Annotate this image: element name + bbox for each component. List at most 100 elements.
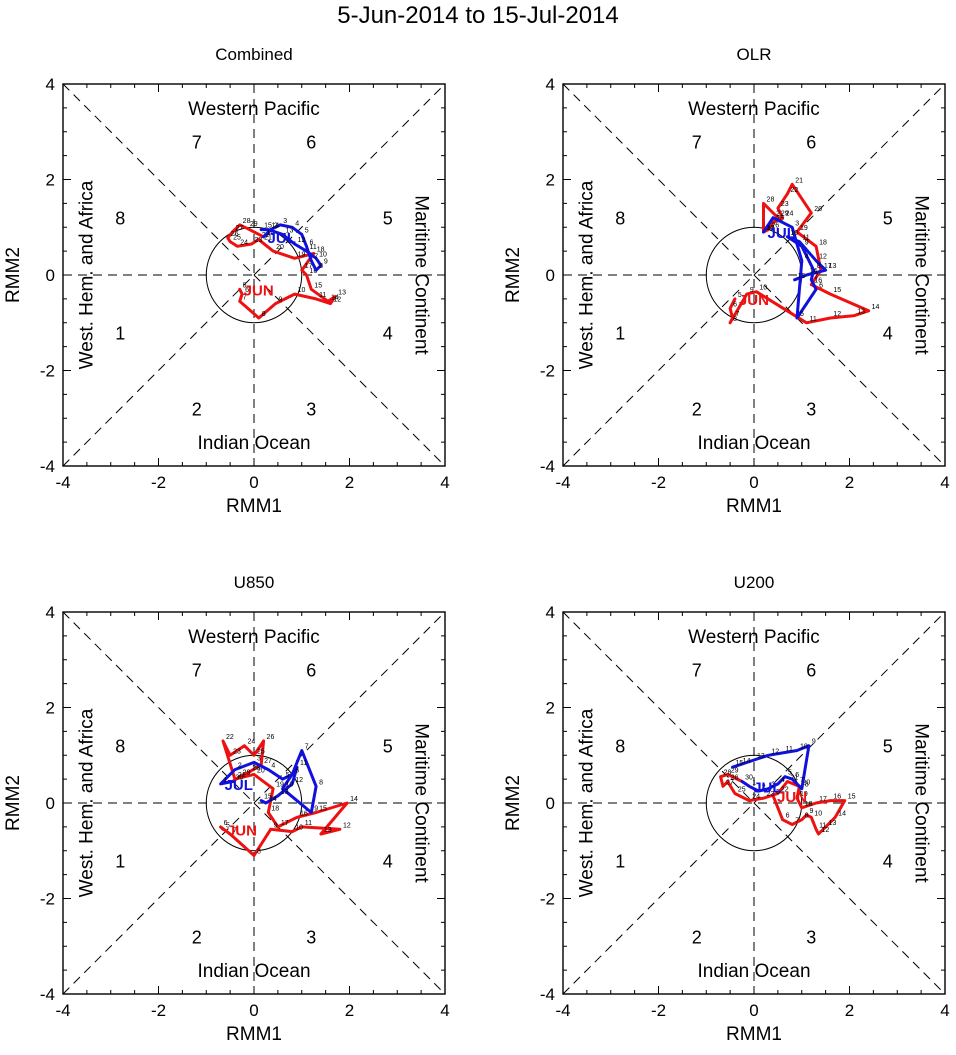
phase-number-6: 6 bbox=[806, 660, 816, 680]
day-label: 8 bbox=[817, 263, 821, 270]
day-label: 13 bbox=[286, 227, 294, 234]
day-label: 3 bbox=[283, 218, 287, 225]
day-label: 16 bbox=[310, 268, 318, 275]
day-label: 18 bbox=[819, 239, 827, 246]
day-label: 23 bbox=[767, 791, 775, 798]
day-label: 13 bbox=[829, 820, 837, 827]
trajectory-june: 5678910111213141516171819202122232425262… bbox=[226, 218, 346, 320]
day-label: 4 bbox=[271, 763, 275, 770]
day-label: 5 bbox=[788, 770, 792, 777]
x-tick-label: -2 bbox=[651, 1001, 666, 1020]
trajectory-line-july bbox=[259, 223, 323, 272]
y-tick-label: 2 bbox=[46, 699, 55, 718]
day-label: 5 bbox=[776, 789, 780, 796]
region-label-left: West. Hem. and Africa bbox=[576, 180, 597, 369]
diagonal-line bbox=[562, 611, 946, 995]
x-tick-label: 2 bbox=[345, 1001, 354, 1020]
phase-number-4: 4 bbox=[883, 323, 893, 343]
y-tick-label: 0 bbox=[546, 266, 555, 285]
y-tick-label: -4 bbox=[40, 457, 55, 476]
day-label: 6 bbox=[310, 239, 314, 246]
day-label: 26 bbox=[231, 231, 239, 238]
y-tick-label: 0 bbox=[46, 794, 55, 813]
phase-number-5: 5 bbox=[383, 737, 393, 757]
day-label: 22 bbox=[790, 187, 798, 194]
month-label-july: JUL bbox=[225, 777, 253, 794]
day-label: 20 bbox=[802, 779, 810, 786]
day-label: 7 bbox=[243, 294, 247, 301]
day-label: 17 bbox=[305, 263, 313, 270]
day-label: 13 bbox=[338, 289, 346, 296]
region-label-left: West. Hem. and Africa bbox=[76, 708, 97, 897]
day-label: 19 bbox=[298, 251, 306, 258]
day-label: 8 bbox=[319, 263, 323, 270]
day-label: 1 bbox=[267, 230, 271, 237]
day-label: 14 bbox=[838, 810, 846, 817]
x-axis-label: RMM1 bbox=[726, 1024, 782, 1045]
day-label: 25 bbox=[257, 748, 265, 755]
day-label: 19 bbox=[800, 225, 808, 232]
day-label: 13 bbox=[857, 309, 865, 316]
day-label: 3 bbox=[795, 220, 799, 227]
trajectory-line-june bbox=[728, 182, 871, 325]
region-label-right: Maritime Continent bbox=[911, 723, 932, 883]
day-label: 29 bbox=[781, 211, 789, 218]
day-label: 14 bbox=[872, 304, 880, 311]
y-axis-label: RMM2 bbox=[503, 775, 524, 831]
day-label: 9 bbox=[314, 806, 318, 813]
y-tick-label: -2 bbox=[40, 362, 55, 381]
day-label: 12 bbox=[821, 827, 829, 834]
region-label-bottom: Indian Ocean bbox=[697, 961, 810, 982]
day-label: 8 bbox=[257, 849, 261, 856]
day-label: 15 bbox=[264, 794, 272, 801]
y-tick-label: 2 bbox=[546, 699, 555, 718]
day-label: 4 bbox=[805, 254, 809, 261]
day-label: 12 bbox=[343, 822, 351, 829]
month-label-june: JUN bbox=[777, 789, 807, 806]
y-tick-label: 2 bbox=[46, 171, 55, 190]
day-label: 11 bbox=[786, 746, 793, 753]
day-label: 27 bbox=[726, 779, 734, 786]
day-label: 29 bbox=[731, 767, 739, 774]
day-label: 10 bbox=[790, 230, 798, 237]
day-label: 16 bbox=[300, 810, 308, 817]
day-label: 18 bbox=[271, 806, 279, 813]
phase-number-8: 8 bbox=[615, 737, 625, 757]
day-label: 20 bbox=[276, 244, 284, 251]
day-label: 9 bbox=[805, 239, 809, 246]
phase-number-3: 3 bbox=[306, 400, 316, 420]
month-label-july: JUL bbox=[753, 779, 781, 796]
day-label: 15 bbox=[833, 287, 841, 294]
day-label: 10 bbox=[800, 743, 808, 750]
trajectory-line-july bbox=[762, 216, 828, 320]
day-label: 9 bbox=[278, 297, 282, 304]
day-label: 15 bbox=[314, 282, 322, 289]
phase-number-7: 7 bbox=[192, 132, 202, 152]
day-label: 3 bbox=[257, 755, 261, 762]
day-label: 15 bbox=[319, 806, 327, 813]
day-label: 10 bbox=[298, 287, 306, 294]
day-label: 10 bbox=[814, 810, 822, 817]
day-label: 28 bbox=[724, 770, 732, 777]
x-tick-label: -2 bbox=[151, 1001, 166, 1020]
day-label: 30 bbox=[745, 775, 753, 782]
day-label: 5 bbox=[800, 311, 804, 318]
day-label: 7 bbox=[736, 311, 740, 318]
phase-number-7: 7 bbox=[192, 660, 202, 680]
day-label: 20 bbox=[814, 206, 822, 213]
day-label: 12 bbox=[298, 237, 306, 244]
day-label: 6 bbox=[245, 287, 249, 294]
day-label: 24 bbox=[786, 211, 794, 218]
day-label: 15 bbox=[736, 760, 744, 767]
day-label: 10 bbox=[295, 825, 303, 832]
x-tick-label: -4 bbox=[55, 1001, 70, 1020]
day-label: 5 bbox=[226, 822, 230, 829]
day-label: 7 bbox=[233, 827, 237, 834]
month-label-july: JUL bbox=[268, 230, 296, 247]
